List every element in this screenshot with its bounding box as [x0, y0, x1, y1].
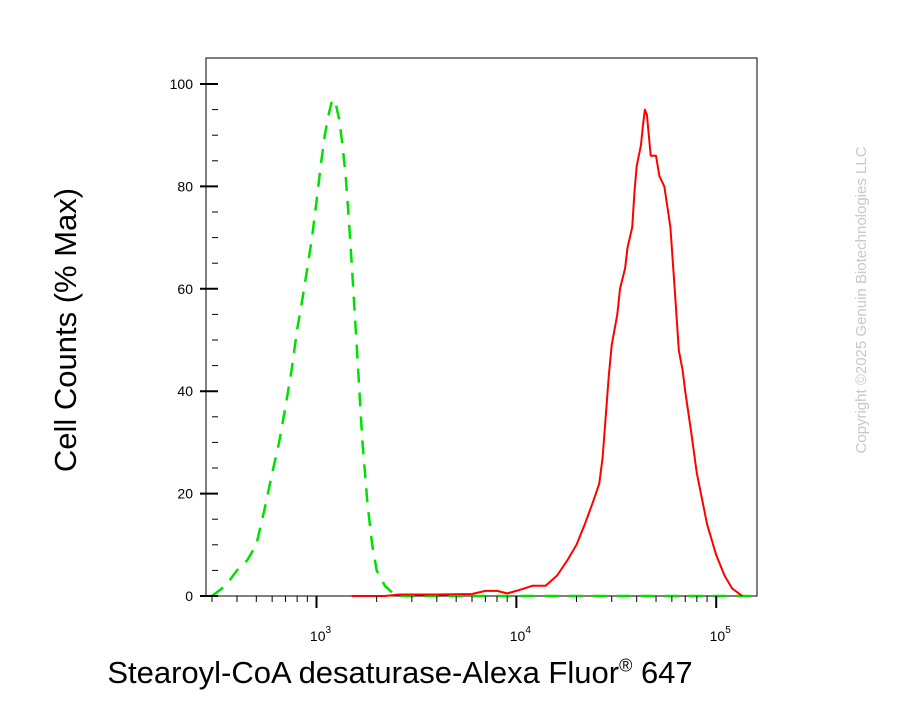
y-axis-label: Cell Counts (% Max)	[48, 187, 83, 473]
y-tick-label: 100	[170, 76, 194, 92]
y-tick-label: 60	[177, 281, 193, 297]
y-axis: 0 20 40 60 80 100	[170, 76, 218, 604]
x-axis: 103 104 105	[211, 596, 732, 644]
y-tick-label: 20	[177, 486, 193, 502]
x-axis-label: Stearoyl-CoA desaturase-Alexa Fluor® 647	[20, 655, 780, 691]
y-tick-label: 40	[177, 383, 193, 399]
curves-layer	[211, 98, 752, 598]
x-tick-label: 105	[710, 625, 732, 644]
x-axis-label-mark: ®	[619, 655, 633, 676]
x-axis-label-suffix: 647	[632, 655, 693, 690]
y-tick-label: 0	[185, 588, 193, 604]
control-histogram-line	[211, 98, 752, 598]
x-axis-label-main: Stearoyl-CoA desaturase-Alexa Fluor	[107, 655, 620, 690]
copyright-watermark: Copyright ©2025 Genuin Biotechnologies L…	[853, 146, 870, 454]
sample-histogram-line	[351, 108, 743, 597]
y-tick-label: 80	[177, 178, 193, 194]
x-tick-label: 103	[310, 625, 332, 644]
plot-frame	[205, 57, 758, 597]
x-tick-label: 104	[510, 625, 532, 644]
